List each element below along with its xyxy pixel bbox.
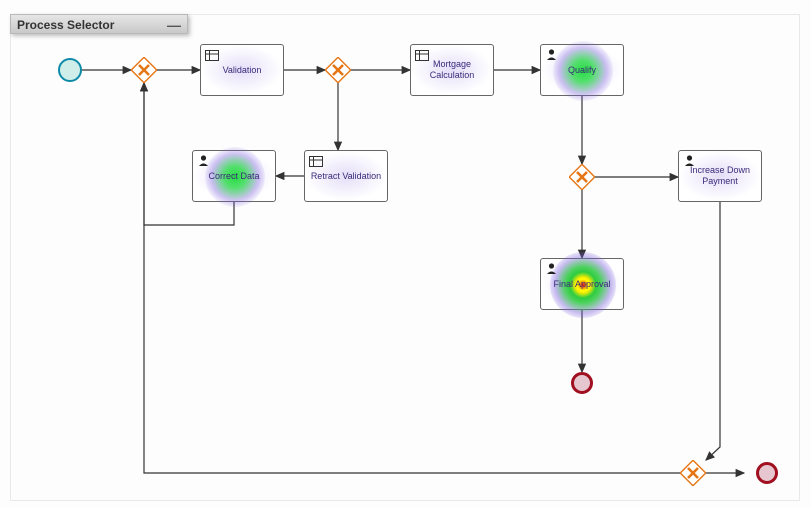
task-correct-data[interactable]: Correct Data bbox=[192, 150, 276, 202]
task-label: Validation bbox=[201, 45, 283, 95]
process-selector-header[interactable]: Process Selector — bbox=[10, 14, 188, 34]
end-event[interactable] bbox=[756, 462, 778, 484]
edges-layer bbox=[0, 0, 811, 508]
task-label: Mortgage Calculation bbox=[411, 45, 493, 95]
collapse-icon[interactable]: — bbox=[167, 15, 181, 35]
start-event[interactable] bbox=[58, 58, 82, 82]
xor-gateway[interactable] bbox=[131, 57, 157, 83]
xor-gateway[interactable] bbox=[325, 57, 351, 83]
task-label: Correct Data bbox=[193, 151, 275, 201]
task-mortgage-calculation[interactable]: Mortgage Calculation bbox=[410, 44, 494, 96]
canvas-frame bbox=[10, 14, 800, 501]
task-validation[interactable]: Validation bbox=[200, 44, 284, 96]
task-label: Final Approval bbox=[541, 259, 623, 309]
task-final-approval[interactable]: Final Approval bbox=[540, 258, 624, 310]
task-label: Retract Validation bbox=[305, 151, 387, 201]
task-retract-validation[interactable]: Retract Validation bbox=[304, 150, 388, 202]
sequence-flow bbox=[706, 202, 720, 460]
task-qualify[interactable]: Qualify bbox=[540, 44, 624, 96]
end-event[interactable] bbox=[571, 372, 593, 394]
task-label: Qualify bbox=[541, 45, 623, 95]
xor-gateway[interactable] bbox=[680, 460, 706, 486]
panel-title: Process Selector bbox=[17, 18, 114, 32]
task-label: Increase Down Payment bbox=[679, 151, 761, 201]
task-increase-down-payment[interactable]: Increase Down Payment bbox=[678, 150, 762, 202]
xor-gateway[interactable] bbox=[569, 164, 595, 190]
